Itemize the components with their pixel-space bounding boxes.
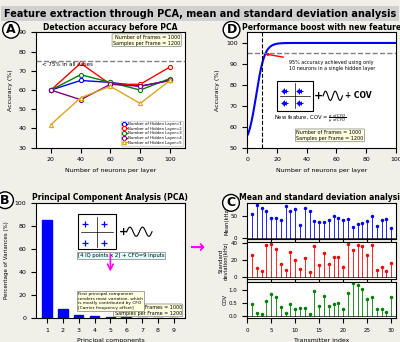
Number of Hidden Layer=1 xyxy=(78,78,83,82)
Y-axis label: COV: COV xyxy=(222,294,227,305)
Line: Number of Hidden Layer=5: Number of Hidden Layer=5 xyxy=(49,78,172,127)
Y-axis label: Percentage of Variances (%): Percentage of Variances (%) xyxy=(4,222,9,299)
Number of Hidden Layer=1 xyxy=(48,88,53,92)
Text: Number of Frames = 1000
Samples per Frame = 1200: Number of Frames = 1000 Samples per Fram… xyxy=(114,305,182,316)
Number of Hidden Layer=3 xyxy=(138,88,142,92)
Number of Hidden Layer=5 xyxy=(168,78,172,82)
Number of Hidden Layer=4 xyxy=(48,88,53,92)
Number of Hidden Layer=3 xyxy=(168,77,172,81)
Line: Number of Hidden Layer=3: Number of Hidden Layer=3 xyxy=(49,73,172,92)
Number of Hidden Layer=2 xyxy=(78,61,83,65)
Title: Principal Component Analysis (PCA): Principal Component Analysis (PCA) xyxy=(32,193,188,202)
Text: D: D xyxy=(226,23,237,36)
Title: Performance boost with new feature: Performance boost with new feature xyxy=(242,23,400,32)
Bar xyxy=(58,309,68,318)
Bar xyxy=(78,214,116,249)
Number of Hidden Layer=3 xyxy=(48,88,53,92)
Text: +: + xyxy=(119,227,128,237)
Y-axis label: Accuracy (%): Accuracy (%) xyxy=(8,69,13,111)
Text: Number of Frames = 1000
Samples per Frame = 1200: Number of Frames = 1000 Samples per Fram… xyxy=(296,130,364,141)
Text: New feature, COV = $\frac{\sigma\ of\ CFO}{\mu\ of\ CFO}$: New feature, COV = $\frac{\sigma\ of\ CF… xyxy=(274,113,346,125)
Number of Hidden Layer=5 xyxy=(108,84,113,88)
Text: Feature extraction through PCA, mean and standard deviation analysis: Feature extraction through PCA, mean and… xyxy=(4,9,396,18)
Number of Hidden Layer=1 xyxy=(108,80,113,84)
Line: Number of Hidden Layer=4: Number of Hidden Layer=4 xyxy=(49,78,172,102)
Bar xyxy=(106,317,115,318)
Title: Mean and standard deviation analysis: Mean and standard deviation analysis xyxy=(239,193,400,202)
Number of Hidden Layer=3 xyxy=(108,80,113,84)
Bar xyxy=(277,81,313,111)
Text: Number of Frames = 1000
Samples per Frame = 1200: Number of Frames = 1000 Samples per Fram… xyxy=(113,35,180,45)
X-axis label: Number of neurons per layer: Number of neurons per layer xyxy=(65,168,156,173)
Legend: Number of Hidden Layer=1, Number of Hidden Layer=2, Number of Hidden Layer=3, Nu: Number of Hidden Layer=1, Number of Hidd… xyxy=(121,121,183,146)
Y-axis label: Mean(kHz): Mean(kHz) xyxy=(224,207,229,235)
Text: 95% accuracy achieved using only
10 neurons in a single hidden layer: 95% accuracy achieved using only 10 neur… xyxy=(266,54,375,71)
X-axis label: Number of neurons per layer: Number of neurons per layer xyxy=(276,168,367,173)
Number of Hidden Layer=2 xyxy=(48,88,53,92)
Number of Hidden Layer=1 xyxy=(168,78,172,82)
Y-axis label: Standard
deviation(kHz): Standard deviation(kHz) xyxy=(218,241,229,280)
Text: A: A xyxy=(6,23,16,36)
Number of Hidden Layer=2 xyxy=(108,82,113,87)
Number of Hidden Layer=1 xyxy=(138,84,142,88)
Text: + COV: + COV xyxy=(346,91,372,100)
Text: First principal component
renders most variation, which
is mostly contributed by: First principal component renders most v… xyxy=(78,292,143,310)
Line: Number of Hidden Layer=2: Number of Hidden Layer=2 xyxy=(49,61,172,92)
Number of Hidden Layer=5 xyxy=(48,122,53,127)
Bar xyxy=(42,220,52,318)
Number of Hidden Layer=5 xyxy=(138,102,142,106)
Number of Hidden Layer=2 xyxy=(138,82,142,87)
Text: < 75% in all cases: < 75% in all cases xyxy=(42,62,93,67)
Bar xyxy=(122,317,131,318)
Number of Hidden Layer=5 xyxy=(78,96,83,100)
Number of Hidden Layer=4 xyxy=(168,78,172,82)
X-axis label: Transmitter index: Transmitter index xyxy=(294,338,349,342)
Bar xyxy=(74,315,84,318)
Number of Hidden Layer=4 xyxy=(138,84,142,88)
Text: +: + xyxy=(314,91,324,101)
Y-axis label: Accuracy (%): Accuracy (%) xyxy=(215,69,220,111)
Text: C: C xyxy=(226,196,236,209)
Number of Hidden Layer=3 xyxy=(78,73,83,77)
Bar xyxy=(90,316,99,318)
Number of Hidden Layer=4 xyxy=(108,82,113,87)
Number of Hidden Layer=2 xyxy=(168,65,172,69)
Title: Detection accuracy before PCA: Detection accuracy before PCA xyxy=(43,23,178,32)
Line: Number of Hidden Layer=1: Number of Hidden Layer=1 xyxy=(49,78,172,92)
Number of Hidden Layer=4 xyxy=(78,97,83,102)
X-axis label: Principal components: Principal components xyxy=(76,338,144,342)
Text: [4 IQ points x 2] + CFO=9 inputs: [4 IQ points x 2] + CFO=9 inputs xyxy=(78,253,164,258)
Text: B: B xyxy=(0,194,10,207)
Text: →: → xyxy=(190,239,206,257)
